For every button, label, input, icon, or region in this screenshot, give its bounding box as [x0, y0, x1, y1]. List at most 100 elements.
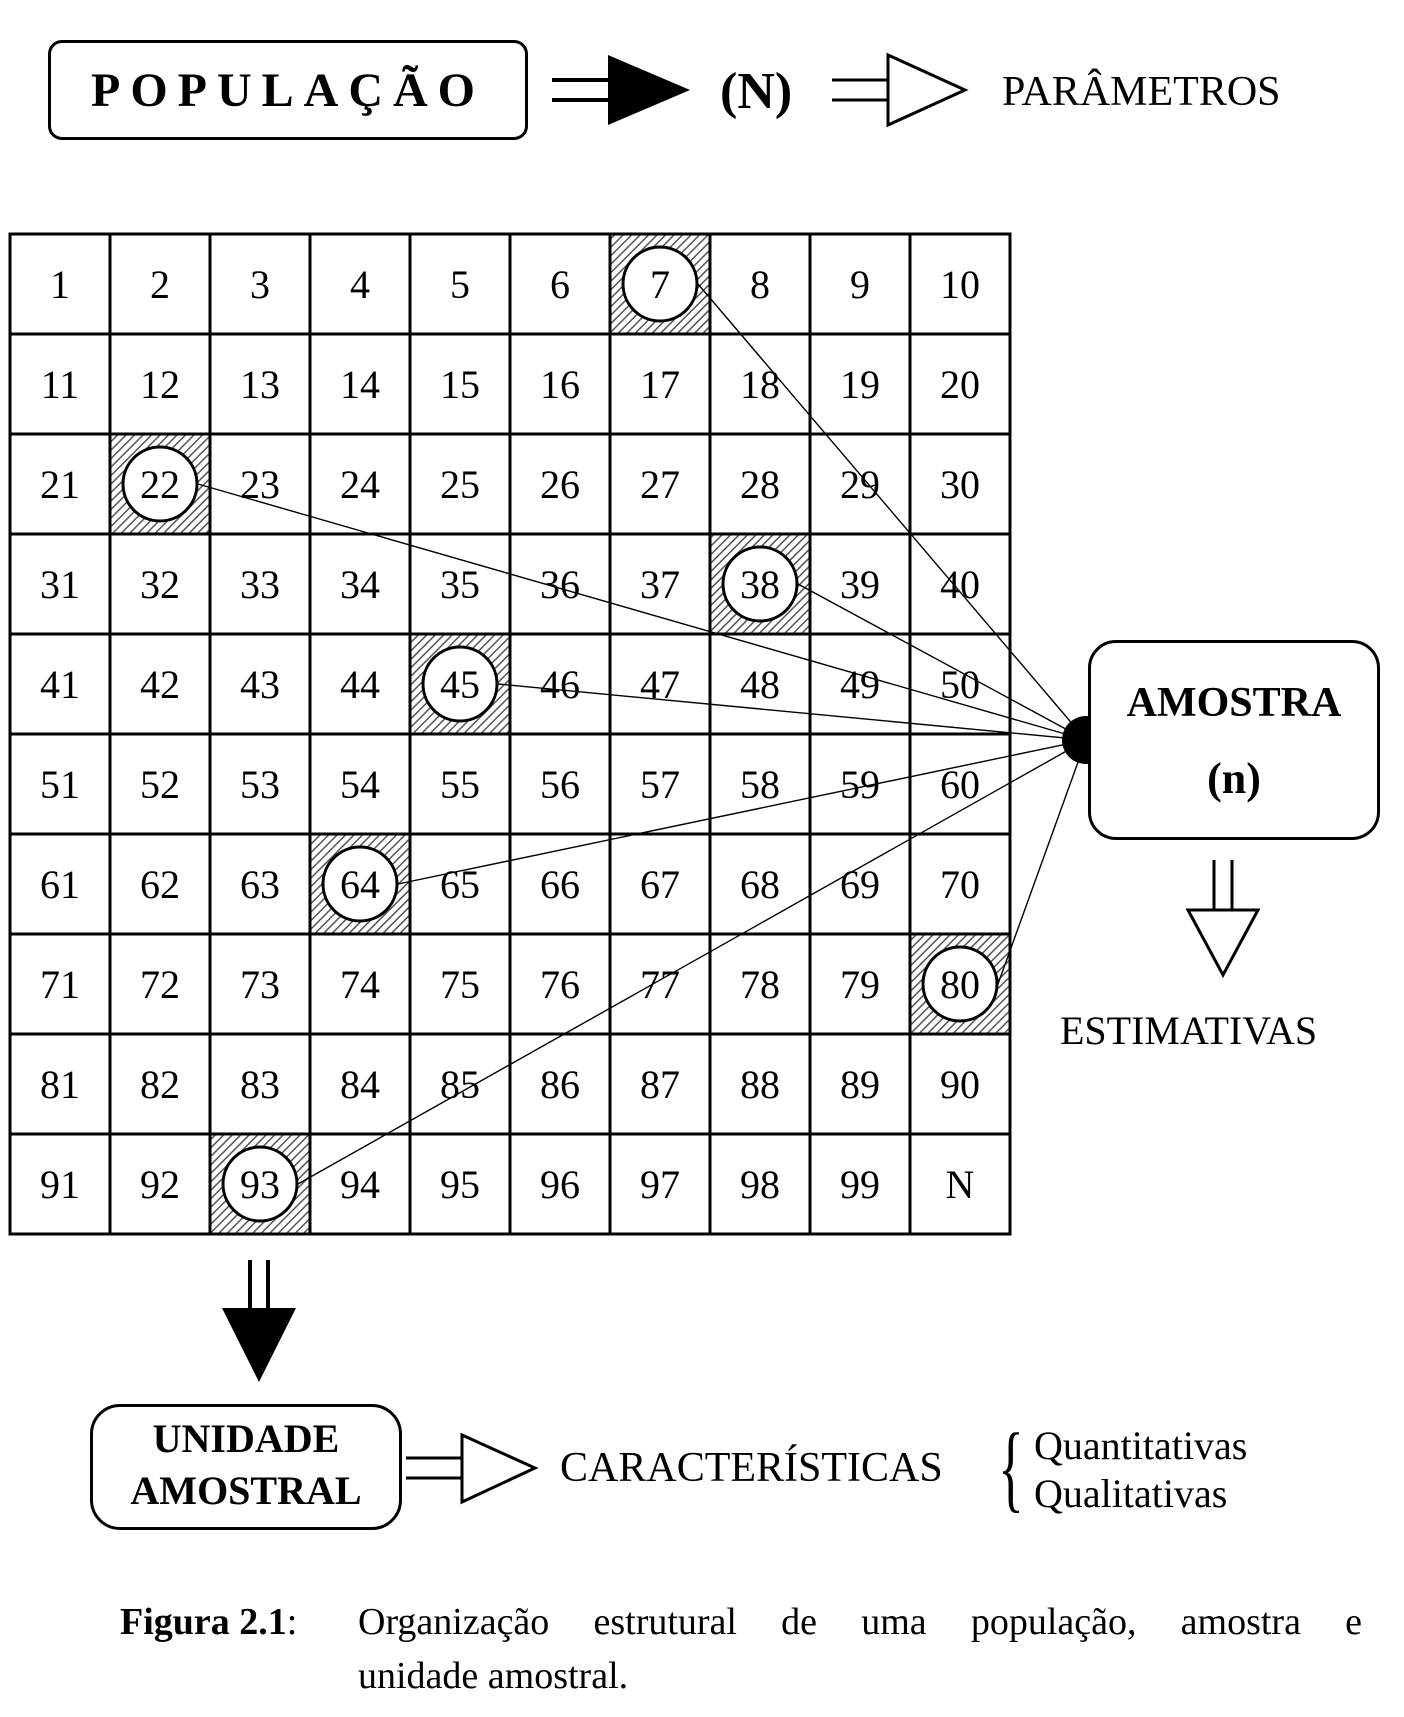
sample-connector-line — [397, 739, 1087, 885]
grid-cell-number: 14 — [340, 362, 380, 407]
sample-connector-line — [197, 483, 1087, 741]
grid-cell-number: 88 — [740, 1062, 780, 1107]
grid-cell-number: 86 — [540, 1062, 580, 1107]
grid-cell-number: 89 — [840, 1062, 880, 1107]
grid-cell: 26 — [508, 432, 612, 536]
grid-cell: 31 — [8, 532, 112, 636]
sample-circle — [221, 1145, 299, 1223]
sample-circle — [921, 945, 999, 1023]
grid-cell: N — [908, 1132, 1012, 1236]
grid-cell-number: 49 — [840, 662, 880, 707]
grid-cell: 74 — [308, 932, 412, 1036]
grid-cell-number: 35 — [440, 562, 480, 607]
grid-cell-sampled: 64 — [308, 832, 412, 936]
grid-cell: 34 — [308, 532, 412, 636]
grid-cell-number: 94 — [340, 1162, 380, 1207]
sampling-unit-label-line1: UNIDADE — [152, 1416, 340, 1461]
grid-cell: 52 — [108, 732, 212, 836]
grid-cell: 19 — [808, 332, 912, 436]
sample-box: AMOSTRA (n) — [1088, 640, 1380, 840]
grid-cell-number: 30 — [940, 462, 980, 507]
sample-circle — [421, 645, 499, 723]
grid-cell-number: 72 — [140, 962, 180, 1007]
grid-cell: 81 — [8, 1032, 112, 1136]
grid-cell-number: 32 — [140, 562, 180, 607]
grid-cell-sampled: 22 — [108, 432, 212, 536]
grid-cell: 42 — [108, 632, 212, 736]
grid-cell: 87 — [608, 1032, 712, 1136]
grid-cell-number: 82 — [140, 1062, 180, 1107]
grid-cell-number: 73 — [240, 962, 280, 1007]
grid-cell-number: 53 — [240, 762, 280, 807]
caption-separator: : — [286, 1601, 298, 1643]
grid-cell: 77 — [608, 932, 712, 1036]
grid-cell: 96 — [508, 1132, 612, 1236]
caption-figure-number: Figura 2.1 — [120, 1601, 287, 1643]
sample-n-label: (n) — [1207, 754, 1261, 803]
sample-circle — [321, 845, 399, 923]
grid-cell-number: 27 — [640, 462, 680, 507]
grid-cell-number: 65 — [440, 862, 480, 907]
grid-cell-number: 5 — [450, 262, 470, 307]
grid-cell: 17 — [608, 332, 712, 436]
type-quantitative: Quantitativas — [1034, 1423, 1248, 1468]
grid-cell: 85 — [408, 1032, 512, 1136]
types-brace: { — [998, 1414, 1024, 1522]
grid-cell: 66 — [508, 832, 612, 936]
grid-cell-number: 3 — [250, 262, 270, 307]
grid-cell-number: 75 — [440, 962, 480, 1007]
grid-cell-number: 54 — [340, 762, 380, 807]
grid-cell: 13 — [208, 332, 312, 436]
grid-cell-number: 46 — [540, 662, 580, 707]
grid-cell: 55 — [408, 732, 512, 836]
grid-cell-number: 51 — [40, 762, 80, 807]
grid-cell: 11 — [8, 332, 112, 436]
grid-cell: 86 — [508, 1032, 612, 1136]
parametros-label: PARÂMETROS — [1002, 69, 1281, 115]
grid-cell: 40 — [908, 532, 1012, 636]
grid-cell-number: 55 — [440, 762, 480, 807]
grid-cell: 23 — [208, 432, 312, 536]
figure-caption: Figura 2.1: — [120, 1596, 1360, 1648]
sample-arrow-down-icon — [1185, 860, 1261, 979]
grid-cell: 56 — [508, 732, 612, 836]
grid-cell-number: 57 — [640, 762, 680, 807]
grid-cell-number: 52 — [140, 762, 180, 807]
grid-cell: 12 — [108, 332, 212, 436]
grid-cell-number: 78 — [740, 962, 780, 1007]
grid-cell-number: 44 — [340, 662, 380, 707]
grid-cell-number: 45 — [440, 662, 480, 707]
grid-cell-number: 18 — [740, 362, 780, 407]
grid-cell: 3 — [208, 232, 312, 336]
grid-cell: 21 — [8, 432, 112, 536]
grid-cell: 16 — [508, 332, 612, 436]
grid-cell-number: N — [946, 1162, 975, 1207]
grid-cell: 57 — [608, 732, 712, 836]
grid-cell-number: 74 — [340, 962, 380, 1007]
grid-cell: 95 — [408, 1132, 512, 1236]
grid-cell: 30 — [908, 432, 1012, 536]
grid-cell-number: 69 — [840, 862, 880, 907]
grid-cell-number: 34 — [340, 562, 380, 607]
grid-cell-number: 99 — [840, 1162, 880, 1207]
grid-cell-number: 62 — [140, 862, 180, 907]
grid-cell: 90 — [908, 1032, 1012, 1136]
grid-cell: 15 — [408, 332, 512, 436]
grid-cell: 79 — [808, 932, 912, 1036]
grid-cell: 33 — [208, 532, 312, 636]
grid-cell: 72 — [108, 932, 212, 1036]
grid-cell: 44 — [308, 632, 412, 736]
grid-cell: 75 — [408, 932, 512, 1036]
grid-cell-sampled: 7 — [608, 232, 712, 336]
grid-cell: 98 — [708, 1132, 812, 1236]
grid-cell: 63 — [208, 832, 312, 936]
type-qualitative: Qualitativas — [1034, 1471, 1228, 1516]
grid-cell: 6 — [508, 232, 612, 336]
grid-cell-number: 12 — [140, 362, 180, 407]
population-arrows — [552, 52, 969, 128]
grid-cell-number: 24 — [340, 462, 380, 507]
grid-cell: 37 — [608, 532, 712, 636]
grid-cell-number: 81 — [40, 1062, 80, 1107]
grid-cell: 28 — [708, 432, 812, 536]
